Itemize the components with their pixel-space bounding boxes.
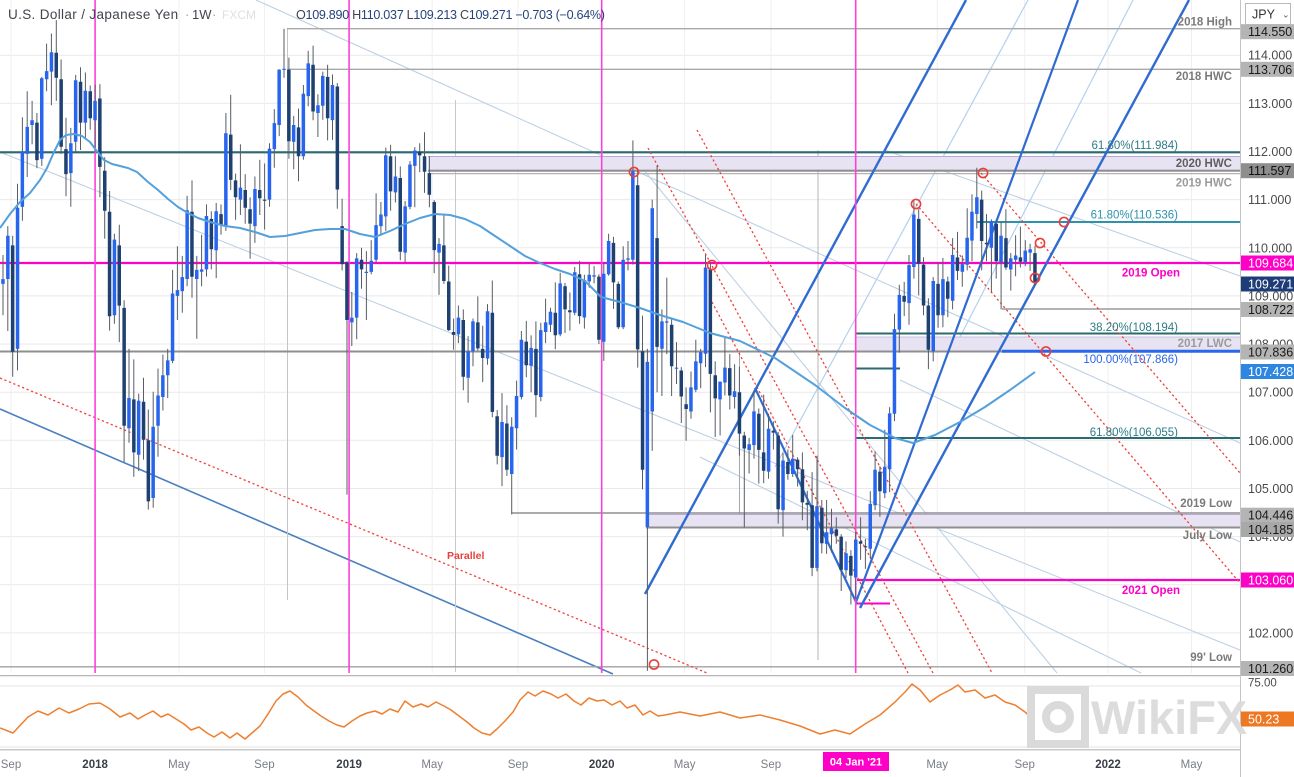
svg-text:114.000: 114.000	[1248, 49, 1292, 63]
svg-text:Sep: Sep	[508, 759, 528, 771]
svg-text:103.060: 103.060	[1248, 574, 1293, 588]
svg-text:⌄: ⌄	[1282, 10, 1290, 20]
svg-text:Parallel: Parallel	[447, 550, 484, 562]
svg-text:113.706: 113.706	[1248, 63, 1292, 77]
svg-text:61.80%(110.536): 61.80%(110.536)	[1091, 210, 1179, 222]
svg-text:2020: 2020	[589, 759, 615, 771]
svg-text:2019 Low: 2019 Low	[1180, 498, 1232, 510]
svg-text:104.446: 104.446	[1248, 509, 1293, 523]
svg-text:109.000: 109.000	[1248, 289, 1293, 303]
svg-text:May: May	[168, 759, 190, 771]
svg-text:2018: 2018	[82, 759, 108, 771]
svg-text:106.000: 106.000	[1248, 434, 1293, 448]
svg-text:107.428: 107.428	[1248, 365, 1293, 379]
svg-text:38.20%(108.194): 38.20%(108.194)	[1090, 322, 1178, 334]
svg-text:61.80%(111.984): 61.80%(111.984)	[1091, 140, 1178, 152]
svg-text:WikiFX: WikiFX	[1091, 691, 1247, 744]
svg-text:May: May	[421, 759, 443, 771]
svg-text:111.000: 111.000	[1248, 193, 1291, 207]
svg-text:2020 HWC: 2020 HWC	[1176, 158, 1232, 170]
svg-text:2019 Open: 2019 Open	[1122, 268, 1180, 280]
svg-text:100.00%(107.866): 100.00%(107.866)	[1083, 354, 1178, 366]
svg-text:105.000: 105.000	[1248, 482, 1293, 496]
svg-text:114.550: 114.550	[1248, 25, 1292, 39]
svg-text:107.836: 107.836	[1248, 346, 1293, 360]
svg-text:2019: 2019	[336, 759, 362, 771]
svg-text:99' Low: 99' Low	[1190, 652, 1232, 664]
svg-text:108.722: 108.722	[1248, 303, 1293, 317]
svg-text:May: May	[1181, 759, 1203, 771]
svg-text:U.S. Dollar / Japanese Yen: U.S. Dollar / Japanese Yen	[8, 7, 178, 22]
svg-text:109.271: 109.271	[1248, 278, 1293, 292]
svg-text:FXCM: FXCM	[222, 8, 256, 22]
svg-text:112.000: 112.000	[1248, 145, 1292, 159]
svg-text:2017 LWC: 2017 LWC	[1178, 338, 1232, 350]
svg-text:61.80%(106.055): 61.80%(106.055)	[1090, 427, 1178, 439]
svg-text:Sep: Sep	[254, 759, 274, 771]
svg-text:July Low: July Low	[1183, 530, 1232, 542]
svg-text:113.000: 113.000	[1248, 97, 1292, 111]
svg-text:50.23: 50.23	[1248, 713, 1279, 727]
svg-text:·: ·	[212, 7, 216, 22]
svg-text:2021 Open: 2021 Open	[1122, 585, 1180, 597]
svg-text:May: May	[926, 759, 948, 771]
svg-text:2018 HWC: 2018 HWC	[1176, 71, 1232, 83]
svg-text:75.00: 75.00	[1248, 678, 1277, 690]
svg-text:1W: 1W	[192, 7, 212, 22]
svg-text:Sep: Sep	[1, 759, 21, 771]
svg-text:109.684: 109.684	[1248, 257, 1293, 271]
svg-text:04 Jan '21: 04 Jan '21	[830, 757, 882, 769]
svg-text:O109.890 H110.037 L109.213 C10: O109.890 H110.037 L109.213 C109.271 −0.7…	[296, 8, 605, 22]
svg-text:107.000: 107.000	[1248, 386, 1293, 400]
svg-text:110.000: 110.000	[1248, 241, 1292, 255]
svg-text:111.597: 111.597	[1248, 164, 1291, 178]
svg-text:JPY: JPY	[1252, 8, 1276, 22]
svg-text:Sep: Sep	[761, 759, 781, 771]
svg-text:2019 HWC: 2019 HWC	[1176, 178, 1232, 190]
svg-text:2018 High: 2018 High	[1178, 17, 1232, 29]
svg-text:102.000: 102.000	[1248, 626, 1293, 640]
svg-text:2022: 2022	[1095, 759, 1121, 771]
svg-text:Sep: Sep	[1014, 759, 1034, 771]
svg-text:104.185: 104.185	[1248, 523, 1293, 537]
svg-text:May: May	[674, 759, 696, 771]
svg-text:·: ·	[185, 7, 189, 22]
svg-text:101.260: 101.260	[1248, 662, 1293, 676]
